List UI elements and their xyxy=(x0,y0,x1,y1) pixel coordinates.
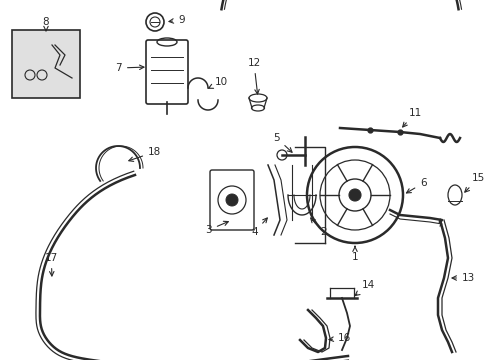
Text: 14: 14 xyxy=(354,280,374,296)
Text: 8: 8 xyxy=(42,17,49,31)
Text: 5: 5 xyxy=(273,133,291,152)
Text: 13: 13 xyxy=(451,273,474,283)
FancyBboxPatch shape xyxy=(209,170,253,230)
Text: 10: 10 xyxy=(208,77,228,88)
Text: 9: 9 xyxy=(169,15,184,25)
Text: 1: 1 xyxy=(351,246,358,262)
Text: 7: 7 xyxy=(115,63,143,73)
Text: 3: 3 xyxy=(205,221,228,235)
Text: 6: 6 xyxy=(406,178,426,193)
Circle shape xyxy=(225,194,238,206)
Text: 16: 16 xyxy=(328,333,350,343)
FancyBboxPatch shape xyxy=(146,40,187,104)
Text: 17: 17 xyxy=(45,253,58,276)
Text: 15: 15 xyxy=(464,173,484,192)
Text: 2: 2 xyxy=(310,218,326,237)
Text: 12: 12 xyxy=(247,58,260,94)
Text: 4: 4 xyxy=(251,218,267,237)
Text: 11: 11 xyxy=(402,108,421,127)
Bar xyxy=(12,30,80,98)
Circle shape xyxy=(348,189,360,201)
Text: 18: 18 xyxy=(128,147,161,161)
